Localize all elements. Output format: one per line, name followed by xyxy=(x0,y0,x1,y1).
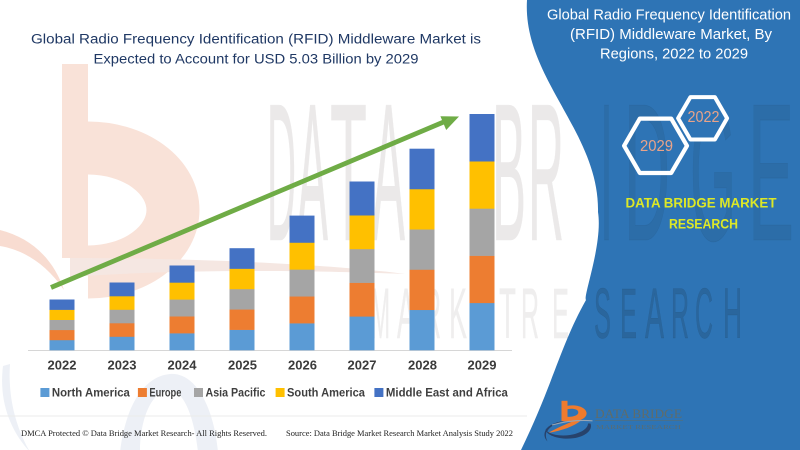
svg-text:R: R xyxy=(671,275,689,354)
svg-text:2026: 2026 xyxy=(288,358,317,373)
svg-text:I: I xyxy=(600,63,613,282)
svg-text:Asia Pacific: Asia Pacific xyxy=(206,386,266,400)
svg-text:Europe: Europe xyxy=(149,386,181,400)
svg-text:M: M xyxy=(371,275,390,354)
svg-text:T: T xyxy=(499,275,516,354)
svg-text:2029: 2029 xyxy=(640,138,673,155)
svg-text:K: K xyxy=(449,275,467,354)
svg-text:RESEARCH: RESEARCH xyxy=(669,216,738,231)
svg-text:E: E xyxy=(748,63,794,282)
svg-text:DATA BRIDGE MARKET: DATA BRIDGE MARKET xyxy=(626,195,778,210)
svg-text:South America: South America xyxy=(287,386,365,400)
svg-text:2027: 2027 xyxy=(348,358,377,373)
svg-text:S: S xyxy=(594,275,611,354)
svg-text:2025: 2025 xyxy=(228,358,257,373)
svg-text:A: A xyxy=(372,63,405,282)
svg-text:MARKET RESEARCH: MARKET RESEARCH xyxy=(596,424,682,431)
svg-text:T: T xyxy=(330,63,367,282)
svg-text:2022: 2022 xyxy=(48,358,77,373)
svg-text:A: A xyxy=(645,275,664,354)
svg-text:2022: 2022 xyxy=(688,109,720,126)
svg-text:C: C xyxy=(695,275,713,354)
svg-text:E: E xyxy=(552,275,569,354)
svg-text:H: H xyxy=(723,275,742,354)
svg-text:Regions, 2022 to 2029: Regions, 2022 to 2029 xyxy=(600,46,748,63)
svg-text:2023: 2023 xyxy=(108,358,137,373)
svg-text:DATA BRIDGE: DATA BRIDGE xyxy=(595,406,682,421)
svg-text:Middle East and Africa: Middle East and Africa xyxy=(386,386,508,400)
svg-text:Expected to Account for USD 5.: Expected to Account for USD 5.03 Billion… xyxy=(94,52,419,67)
svg-text:R: R xyxy=(521,275,539,354)
svg-text:(RFID) Middleware Market, By: (RFID) Middleware Market, By xyxy=(570,26,772,43)
svg-text:Global Radio Frequency Identif: Global Radio Frequency Identification (R… xyxy=(31,32,481,47)
svg-text:2028: 2028 xyxy=(408,358,437,373)
svg-text:B: B xyxy=(492,63,526,282)
svg-text:2024: 2024 xyxy=(168,358,198,373)
svg-text:E: E xyxy=(620,275,637,354)
svg-text:North America: North America xyxy=(52,386,130,400)
svg-text:2029: 2029 xyxy=(468,358,497,373)
svg-text:DMCA Protected © Data Bridge M: DMCA Protected © Data Bridge Market Rese… xyxy=(21,428,267,438)
svg-text:Global Radio Frequency Identif: Global Radio Frequency Identification xyxy=(547,7,791,24)
svg-text:Source: Data Bridge Market Res: Source: Data Bridge Market Research Mark… xyxy=(286,428,513,438)
